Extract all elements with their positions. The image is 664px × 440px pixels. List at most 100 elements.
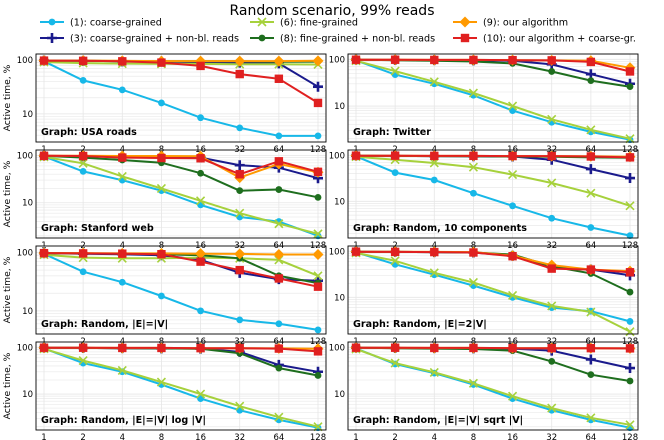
- data-point: [157, 153, 166, 163]
- data-point: [625, 268, 635, 277]
- y-tick-label: 100: [329, 55, 345, 65]
- data-point: [117, 171, 127, 181]
- y-tick-label: 10: [334, 390, 345, 400]
- data-point: [390, 256, 400, 266]
- data-point: [469, 248, 478, 257]
- data-point: [39, 343, 49, 352]
- data-point: [274, 74, 284, 83]
- data-point: [586, 188, 596, 198]
- data-point: [195, 248, 207, 260]
- series-line: [43, 154, 319, 199]
- data-point: [275, 186, 283, 193]
- legend-item: (3): coarse-grained + non-bl. reads: [40, 33, 239, 44]
- legend-marker: [459, 16, 471, 28]
- plot-frame: [347, 149, 639, 239]
- data-point: [118, 343, 127, 353]
- data-point: [625, 201, 635, 211]
- graph-label: Graph: Random, |E|=2|V|: [353, 319, 487, 330]
- legend: (1): coarse-grained (6): fine-grained (9):…: [40, 16, 636, 44]
- series: [39, 152, 323, 239]
- x-tick-label: 1: [41, 433, 46, 440]
- legend-marker: [257, 17, 267, 27]
- series: [39, 151, 323, 179]
- y-tick-label: 10: [22, 307, 33, 317]
- data-point: [508, 151, 517, 161]
- series: [351, 343, 635, 353]
- data-point: [508, 55, 517, 65]
- y-axis-label: Active time, %: [2, 352, 13, 419]
- y-tick-label: 100: [17, 56, 33, 66]
- y-tick-label: 100: [17, 343, 33, 353]
- legend-marker: [48, 18, 56, 26]
- data-point: [430, 176, 438, 184]
- data-point: [196, 154, 205, 163]
- data-point: [235, 69, 244, 79]
- graph-label: Graph: Stanford web: [41, 223, 154, 234]
- series-line: [356, 346, 631, 350]
- series: [39, 344, 323, 432]
- y-axis-label: Active time, %: [2, 256, 13, 323]
- series-line: [43, 154, 319, 176]
- series: [351, 247, 635, 277]
- data-point: [430, 247, 439, 257]
- data-point: [313, 347, 323, 356]
- data-point: [429, 158, 439, 168]
- data-point: [275, 320, 283, 328]
- data-point: [197, 114, 204, 122]
- data-point: [78, 356, 88, 366]
- graph-label: Graph: Random, |E|=|V|: [41, 319, 168, 330]
- data-point: [157, 58, 166, 67]
- y-tick-label: 10: [22, 110, 33, 120]
- data-point: [390, 358, 400, 368]
- data-point: [273, 55, 285, 67]
- data-point: [274, 412, 284, 422]
- data-point: [585, 354, 596, 365]
- x-tick-label: 64: [273, 433, 284, 440]
- x-tick-label: 2: [392, 433, 397, 440]
- data-point: [313, 98, 323, 108]
- data-point: [470, 189, 477, 197]
- data-point: [314, 326, 322, 334]
- data-point: [586, 152, 596, 161]
- data-point: [275, 364, 283, 372]
- x-tick-label: 1: [353, 433, 358, 440]
- data-point: [469, 343, 478, 353]
- data-point: [158, 99, 165, 107]
- x-tick-label: 128: [622, 433, 638, 440]
- series: [351, 55, 635, 76]
- data-point: [273, 248, 285, 260]
- series-line: [44, 346, 319, 353]
- legend-label: (6): fine-grained: [280, 17, 358, 28]
- series-line: [43, 60, 318, 137]
- data-point: [626, 377, 634, 385]
- data-point: [274, 344, 284, 353]
- data-point: [197, 169, 204, 177]
- series: [39, 248, 323, 291]
- data-point: [586, 343, 596, 353]
- series-line: [356, 58, 631, 73]
- x-tick-label: 16: [507, 433, 518, 440]
- data-point: [156, 183, 166, 194]
- plot-frame: [35, 53, 327, 143]
- y-tick-label: 10: [334, 197, 345, 207]
- data-point: [429, 268, 439, 278]
- data-point: [118, 153, 127, 162]
- legend-marker: [47, 33, 57, 43]
- data-point: [391, 169, 399, 177]
- y-tick-label: 100: [17, 249, 33, 259]
- y-tick-label: 100: [17, 151, 33, 161]
- series-line: [355, 155, 631, 207]
- data-point: [586, 57, 596, 67]
- series-line: [355, 348, 631, 426]
- legend-label: (10): our algorithm + coarse-gr.: [483, 33, 636, 44]
- series-line: [355, 251, 631, 333]
- data-point: [78, 56, 88, 66]
- data-point: [39, 248, 49, 258]
- x-tick-label: 32: [546, 433, 557, 440]
